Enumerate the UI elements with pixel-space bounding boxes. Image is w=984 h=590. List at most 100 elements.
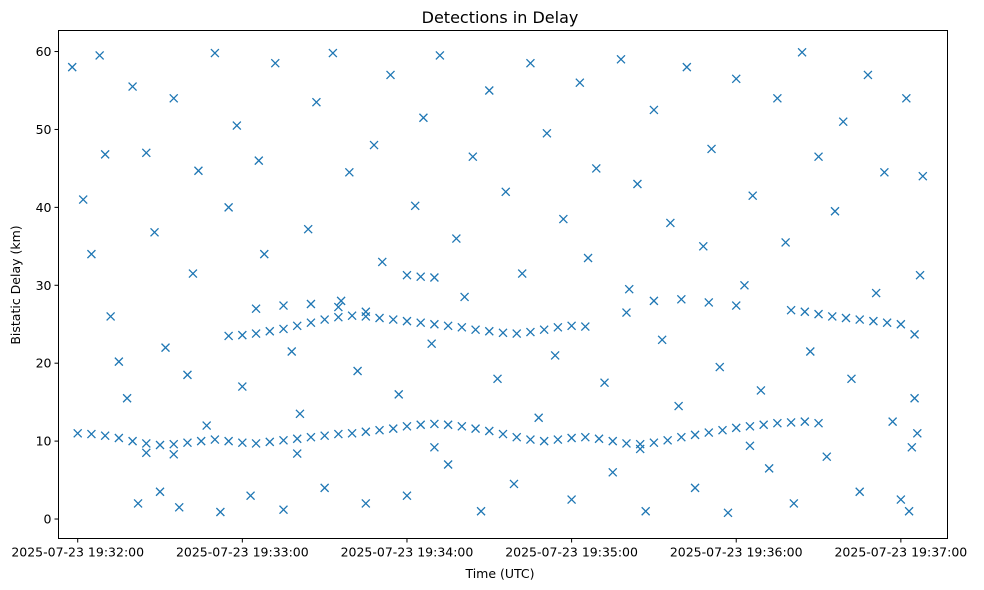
data-point bbox=[583, 253, 593, 263]
x-axis-label: Time (UTC) bbox=[464, 566, 534, 581]
data-point bbox=[674, 401, 684, 411]
data-point bbox=[460, 292, 470, 302]
data-point bbox=[402, 491, 412, 501]
data-point bbox=[183, 370, 192, 380]
data-point bbox=[649, 438, 659, 448]
data-point bbox=[86, 429, 96, 439]
data-point bbox=[471, 424, 481, 434]
data-point bbox=[388, 315, 398, 325]
data-point bbox=[534, 413, 544, 423]
data-point bbox=[855, 315, 865, 325]
data-point bbox=[676, 432, 686, 442]
data-point bbox=[128, 82, 138, 92]
data-point bbox=[259, 249, 269, 259]
data-point bbox=[303, 224, 313, 234]
data-point bbox=[657, 335, 667, 345]
data-point bbox=[632, 179, 642, 189]
data-point bbox=[830, 206, 840, 216]
y-tick-label: 0 bbox=[44, 512, 52, 527]
data-point bbox=[161, 343, 170, 353]
y-axis-label: Bistatic Delay (km) bbox=[8, 225, 23, 344]
data-point bbox=[896, 319, 906, 329]
data-point bbox=[443, 321, 453, 331]
data-point bbox=[169, 439, 179, 449]
data-point bbox=[910, 393, 920, 403]
data-point bbox=[512, 432, 522, 442]
data-point bbox=[616, 54, 626, 64]
data-point bbox=[484, 86, 494, 95]
data-point bbox=[690, 430, 700, 440]
data-point bbox=[841, 313, 851, 323]
data-point bbox=[100, 431, 110, 441]
data-point bbox=[457, 421, 467, 431]
y-tick-label: 40 bbox=[36, 200, 52, 215]
data-point bbox=[476, 506, 486, 516]
data-point bbox=[375, 313, 384, 323]
data-point bbox=[347, 428, 357, 438]
data-point bbox=[575, 78, 585, 88]
data-point bbox=[800, 417, 810, 427]
data-point bbox=[361, 498, 371, 508]
data-point bbox=[731, 301, 741, 310]
data-point bbox=[704, 297, 714, 307]
y-tick-label: 20 bbox=[36, 356, 52, 371]
data-point bbox=[553, 322, 563, 332]
data-point bbox=[539, 325, 549, 335]
data-point bbox=[608, 467, 618, 477]
data-point bbox=[698, 241, 708, 251]
data-point bbox=[369, 140, 379, 150]
x-axis: 2025-07-23 19:32:00 2025-07-23 19:33:00 20… bbox=[11, 538, 967, 560]
data-point bbox=[287, 347, 297, 356]
chart-title: Detections in Delay bbox=[422, 8, 579, 27]
data-point bbox=[169, 449, 179, 459]
data-point bbox=[435, 50, 445, 60]
data-point bbox=[188, 269, 198, 279]
data-point bbox=[215, 507, 225, 517]
data-point bbox=[86, 249, 96, 259]
data-point bbox=[429, 442, 439, 452]
data-point bbox=[320, 315, 330, 325]
data-point bbox=[748, 191, 758, 201]
data-point bbox=[251, 304, 261, 314]
data-point bbox=[739, 280, 749, 290]
x-tick-label: 2025-07-23 19:35:00 bbox=[505, 545, 638, 560]
data-point bbox=[912, 428, 922, 438]
data-point bbox=[525, 435, 535, 445]
y-axis: 0 10 20 30 40 50 60 bbox=[36, 44, 59, 527]
data-point bbox=[402, 421, 412, 431]
data-point bbox=[759, 420, 769, 430]
data-point bbox=[183, 438, 192, 448]
data-point bbox=[251, 438, 261, 448]
data-point bbox=[155, 440, 165, 450]
data-point bbox=[306, 299, 316, 309]
data-point bbox=[731, 423, 741, 433]
data-point bbox=[525, 327, 535, 337]
data-point bbox=[745, 441, 755, 451]
data-point bbox=[624, 284, 634, 294]
data-point bbox=[847, 374, 856, 384]
data-point bbox=[882, 318, 892, 328]
data-point bbox=[377, 257, 387, 267]
data-point bbox=[306, 318, 316, 328]
data-point bbox=[402, 316, 412, 326]
data-point bbox=[665, 218, 675, 228]
data-point bbox=[394, 389, 404, 399]
data-point bbox=[915, 270, 925, 280]
data-point bbox=[608, 436, 618, 446]
data-point bbox=[344, 167, 354, 177]
data-point bbox=[224, 436, 234, 446]
data-point bbox=[723, 508, 733, 518]
y-tick-label: 60 bbox=[36, 44, 52, 59]
data-point bbox=[254, 156, 264, 166]
data-point bbox=[328, 48, 338, 58]
data-point bbox=[781, 237, 791, 247]
data-point bbox=[622, 438, 631, 448]
data-point bbox=[822, 452, 832, 462]
data-point bbox=[539, 436, 549, 446]
data-point bbox=[800, 307, 810, 317]
data-point bbox=[443, 460, 453, 469]
data-point bbox=[471, 325, 481, 335]
data-point bbox=[663, 435, 673, 445]
data-point bbox=[553, 435, 563, 445]
